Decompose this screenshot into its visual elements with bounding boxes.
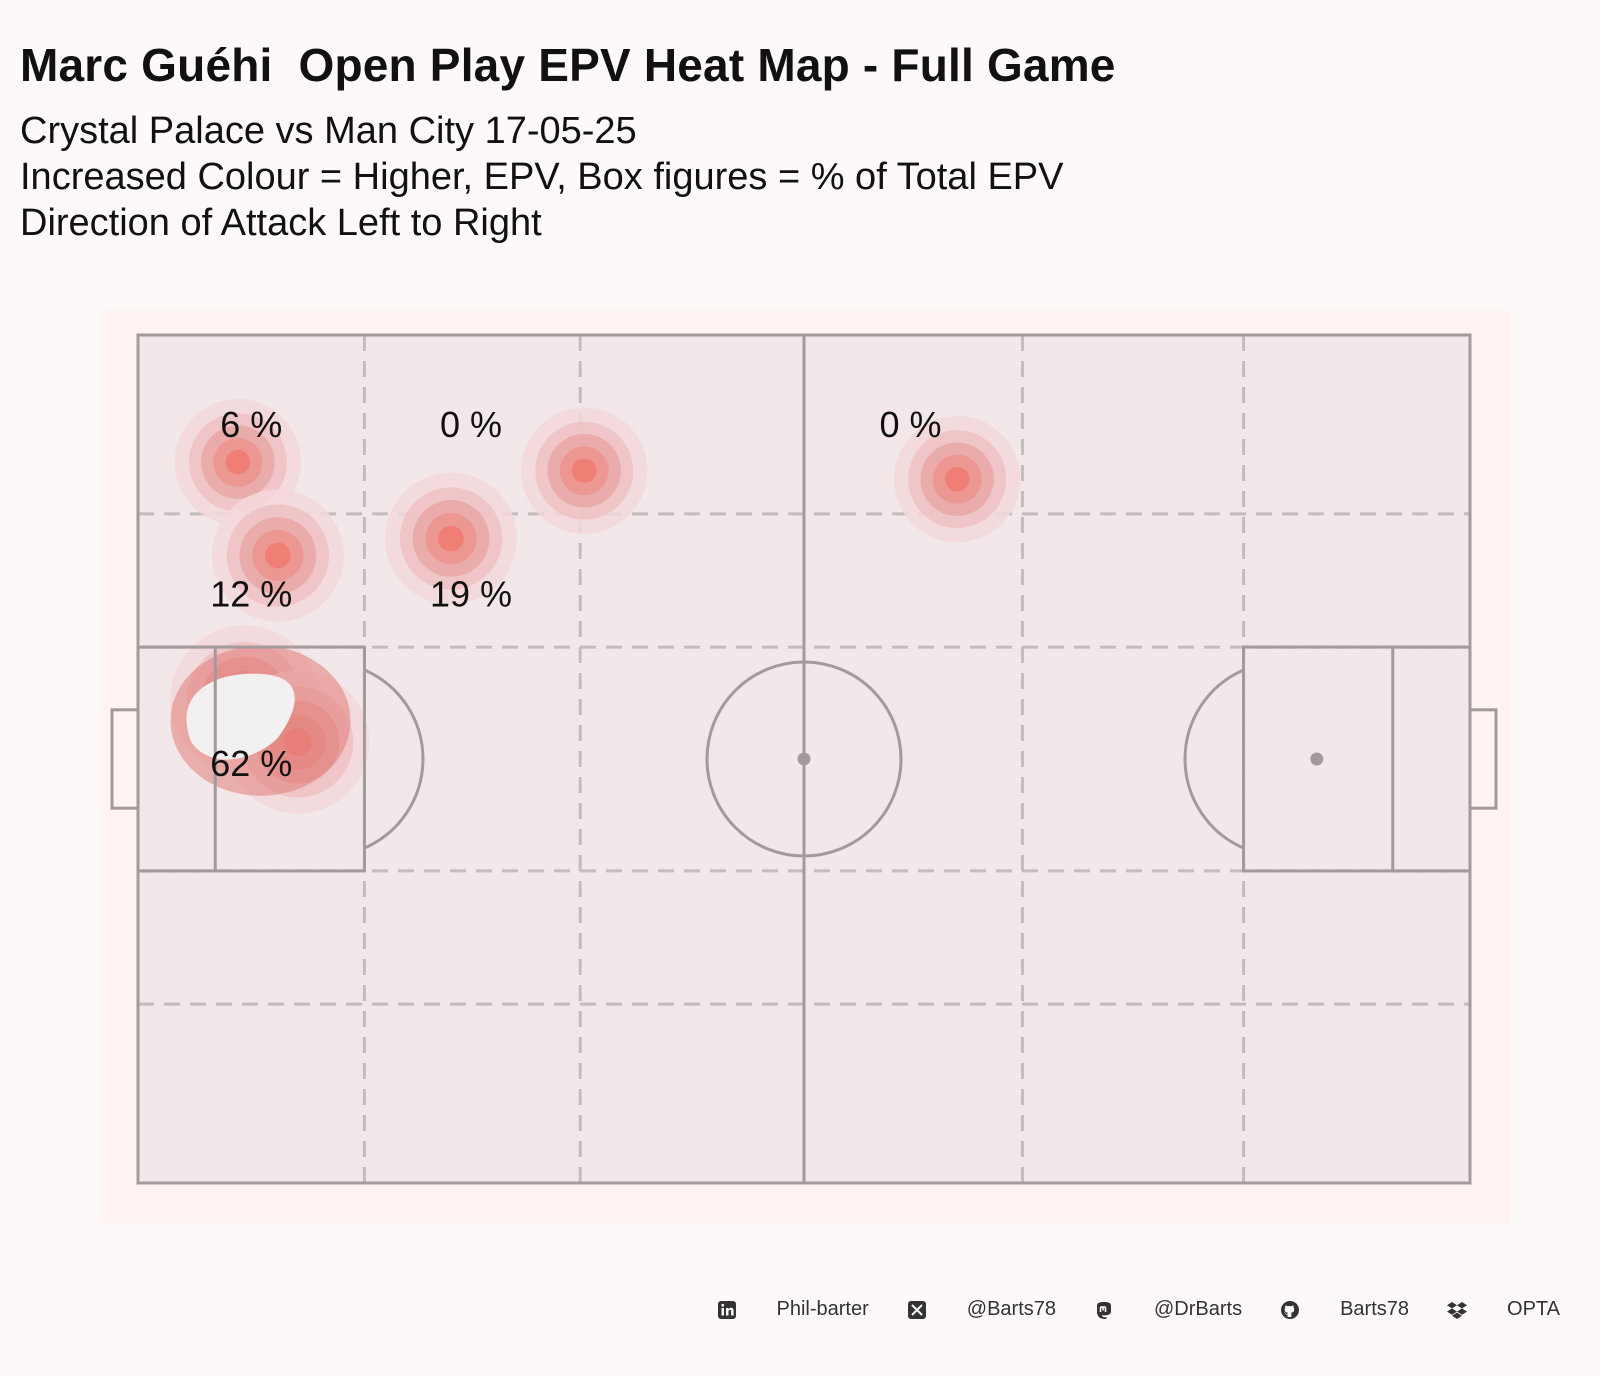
- chart-header: Marc Guéhi Open Play EPV Heat Map - Full…: [20, 38, 1116, 246]
- credits-footer: Phil-barter @Barts78 @DrBarts Barts78 OP…: [717, 1298, 1560, 1321]
- density-ring-1-4: [265, 542, 291, 569]
- dropbox-icon[interactable]: [1447, 1300, 1468, 1320]
- pitch-panel: 6 % 0 % 0 % 12 % 19 % 62 %: [100, 310, 1510, 1223]
- mastodon-handle[interactable]: @DrBarts: [1154, 1298, 1243, 1320]
- centre-circle: [705, 660, 903, 858]
- pitch-markings: [110, 333, 1498, 1185]
- left-goal: [110, 708, 140, 810]
- linkedin-icon[interactable]: [717, 1300, 737, 1320]
- hotspot-peak: [186, 673, 295, 760]
- zone-label-left-wing-opposition-half: 0 %: [880, 404, 942, 445]
- density-ring-4-4: [944, 466, 970, 492]
- zone-label-left-halfspace-own-half: 19 %: [430, 574, 512, 615]
- zone-label-left-wing-defensive-third-wide: 6 %: [220, 404, 282, 445]
- github-icon[interactable]: [1280, 1300, 1300, 1320]
- density-point-3: [520, 407, 648, 534]
- github-handle[interactable]: Barts78: [1340, 1298, 1410, 1320]
- density-ring-0-4: [225, 449, 251, 475]
- zone-label-left-halfspace-defensive-third: 12 %: [210, 574, 292, 615]
- x-twitter-icon[interactable]: [907, 1300, 927, 1320]
- linkedin-handle[interactable]: Phil-barter: [776, 1298, 869, 1320]
- x-handle[interactable]: @Barts78: [966, 1298, 1056, 1320]
- density-point-1: [211, 489, 344, 622]
- subtitle-line-match: Crystal Palace vs Man City 17-05-25: [20, 110, 637, 152]
- zone-labels: 6 % 0 % 0 % 12 % 19 % 62 %: [210, 404, 941, 784]
- chart-subtitle: Crystal Palace vs Man City 17-05-25 Incr…: [20, 108, 1116, 246]
- right-penalty-spot: [1310, 752, 1324, 766]
- density-ring-2-4: [438, 525, 464, 552]
- heat-layer: [170, 398, 1021, 814]
- subtitle-line-direction: Direction of Attack Left to Right: [20, 202, 542, 244]
- density-ring-3-4: [571, 458, 597, 483]
- density-point-2: [384, 472, 518, 605]
- zone-label-left-wing-own-half-wide: 0 %: [440, 404, 502, 445]
- data-source: OPTA: [1507, 1298, 1560, 1320]
- density-point-4: [893, 415, 1021, 543]
- right-goal: [1468, 708, 1498, 810]
- subtitle-line-legend: Increased Colour = Higher, EPV, Box figu…: [20, 156, 1064, 198]
- left-penalty-arc: [363, 668, 425, 850]
- zone-label-own-penalty-area: 62 %: [210, 743, 292, 784]
- centre-spot: [797, 752, 811, 766]
- right-penalty-arc: [1183, 668, 1245, 850]
- mastodon-icon[interactable]: [1094, 1300, 1114, 1320]
- pitch-heatmap: 6 % 0 % 0 % 12 % 19 % 62 %: [110, 333, 1498, 1185]
- chart-title: Marc Guéhi Open Play EPV Heat Map - Full…: [20, 39, 1116, 91]
